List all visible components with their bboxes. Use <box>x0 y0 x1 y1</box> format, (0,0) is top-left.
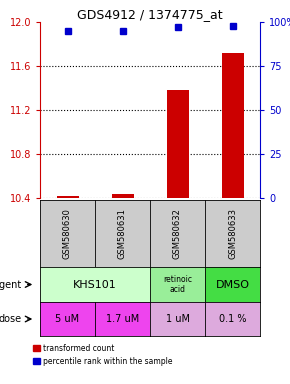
Text: 1.7 uM: 1.7 uM <box>106 314 139 324</box>
Bar <box>57 196 79 198</box>
Text: GSM580633: GSM580633 <box>228 208 237 259</box>
Legend: transformed count, percentile rank within the sample: transformed count, percentile rank withi… <box>33 344 172 366</box>
Text: DMSO: DMSO <box>215 280 249 290</box>
Text: retinoic
acid: retinoic acid <box>163 275 192 294</box>
Text: 0.1 %: 0.1 % <box>219 314 246 324</box>
Bar <box>166 90 188 198</box>
Text: GSM580632: GSM580632 <box>173 208 182 259</box>
Text: KHS101: KHS101 <box>73 280 117 290</box>
Bar <box>222 53 244 198</box>
Text: GSM580631: GSM580631 <box>118 208 127 259</box>
Text: 1 uM: 1 uM <box>166 314 189 324</box>
Text: agent: agent <box>0 280 22 290</box>
Bar <box>111 194 133 198</box>
Title: GDS4912 / 1374775_at: GDS4912 / 1374775_at <box>77 8 223 21</box>
Text: 5 uM: 5 uM <box>55 314 79 324</box>
Text: GSM580630: GSM580630 <box>63 208 72 259</box>
Text: dose: dose <box>0 314 22 324</box>
